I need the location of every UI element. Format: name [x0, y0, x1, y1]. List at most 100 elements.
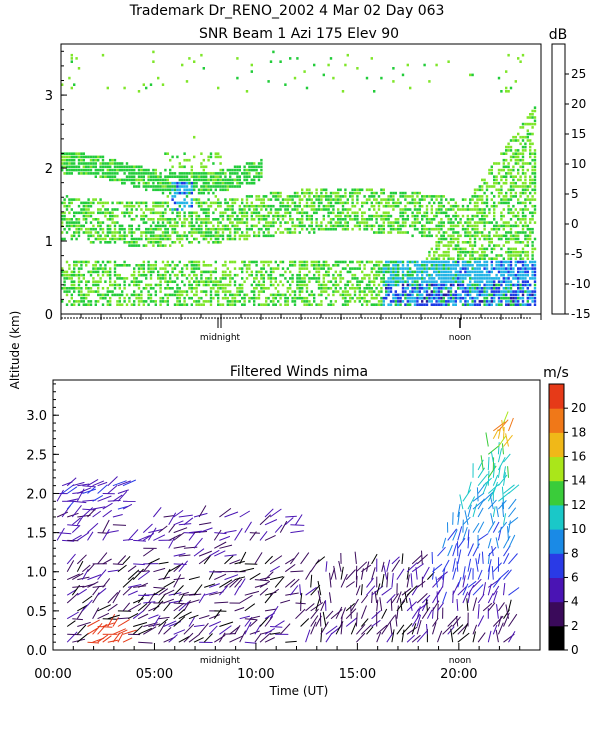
wind-barb: [82, 488, 97, 494]
snr-cell: [116, 201, 119, 205]
snr-cell: [308, 303, 311, 306]
snr-cell: [298, 198, 301, 201]
snr-cell: [221, 178, 225, 182]
snr-cell: [507, 237, 510, 241]
snr-cell: [164, 273, 167, 277]
snr-cell: [529, 283, 532, 287]
snr-cell: [82, 204, 85, 208]
wind-barb: [178, 554, 191, 557]
snr-cell: [332, 277, 335, 280]
snr-cell: [382, 277, 385, 280]
snr-cell: [397, 280, 400, 283]
snr-cell: [257, 280, 261, 283]
snr-cell: [181, 181, 184, 185]
wind-barb: [406, 585, 418, 596]
snr-cell: [166, 234, 169, 238]
snr-cell: [277, 208, 280, 211]
snr-cell: [241, 296, 244, 300]
snr-cell: [461, 227, 465, 231]
snr-cell: [521, 287, 525, 290]
snr-cell: [257, 290, 261, 293]
wind-barb: [117, 480, 131, 487]
snr-cell: [183, 181, 186, 185]
snr-cell: [137, 185, 141, 188]
snr-cell: [435, 273, 438, 277]
snr-cell: [425, 293, 429, 297]
snr-cell: [447, 254, 450, 257]
snr-cell: [260, 204, 263, 208]
wind-barb: [87, 619, 100, 627]
snr-cell: [380, 267, 383, 270]
wind-barb: [122, 479, 137, 487]
wind-barb: [117, 505, 128, 510]
snr-cell: [445, 267, 448, 270]
snr-cell: [113, 168, 117, 172]
snr-cell: [219, 221, 222, 224]
snr-cell: [226, 237, 229, 241]
snr-cell: [195, 221, 198, 224]
snr-cell: [135, 264, 138, 267]
snr-cell: [490, 267, 493, 270]
snr-cell: [418, 211, 421, 215]
snr-cell: [524, 218, 527, 221]
snr-cell: [260, 277, 263, 280]
snr-cell: [490, 300, 493, 303]
snr-cell: [524, 208, 527, 211]
snr-cell: [68, 172, 71, 175]
snr-cell: [205, 234, 208, 238]
snr-cell: [466, 270, 469, 274]
snr-cell: [159, 201, 162, 205]
snr-cell: [437, 267, 441, 270]
snr-cell: [490, 303, 493, 306]
snr-cell: [157, 241, 160, 244]
snr-cell: [385, 283, 388, 287]
snr-cell: [137, 270, 141, 274]
snr-cell: [159, 214, 162, 218]
snr-cell: [164, 287, 167, 290]
snr-cell: [375, 231, 378, 234]
snr-cell: [358, 260, 361, 264]
snr-cell: [260, 260, 263, 264]
snr-cell: [224, 277, 227, 280]
snr-cell: [500, 260, 503, 264]
snr-cell: [118, 227, 121, 231]
snr-cell: [526, 188, 529, 192]
snr-cell: [437, 293, 441, 297]
snr-cell: [181, 201, 184, 205]
snr-cell: [195, 264, 198, 267]
snr-cell: [164, 264, 167, 267]
snr-cell: [509, 247, 513, 251]
snr-cell: [509, 185, 513, 188]
snr-cell: [272, 234, 275, 238]
snr-cell: [169, 181, 172, 185]
snr-cell: [435, 241, 438, 244]
snr-cell: [447, 277, 450, 280]
snr-cell: [442, 283, 445, 287]
snr-cell: [464, 277, 467, 280]
snr-cell: [133, 175, 136, 178]
snr-cell: [89, 303, 93, 306]
snr-cell: [375, 260, 378, 264]
wind-barb: [264, 534, 276, 541]
snr-cell: [430, 283, 433, 287]
snr-cell: [442, 273, 445, 277]
snr-cell: [464, 300, 467, 303]
snr-cell: [178, 178, 181, 182]
snr-cell: [205, 293, 208, 297]
snr-cell: [490, 264, 493, 267]
snr-cell: [529, 293, 532, 297]
snr-cell: [533, 158, 537, 162]
snr-cell: [519, 135, 522, 139]
snr-cell: [164, 208, 167, 211]
snr-cell: [445, 273, 448, 277]
snr-cell: [461, 277, 465, 280]
snr-cell: [231, 198, 234, 201]
snr-cell: [272, 50, 275, 54]
snr-cell: [303, 70, 306, 73]
snr-cell: [173, 290, 177, 293]
snr-cell: [317, 224, 321, 228]
snr-cell: [317, 270, 321, 274]
snr-cell: [373, 90, 376, 93]
snr-cell: [166, 218, 169, 221]
snr-cell: [85, 208, 88, 211]
